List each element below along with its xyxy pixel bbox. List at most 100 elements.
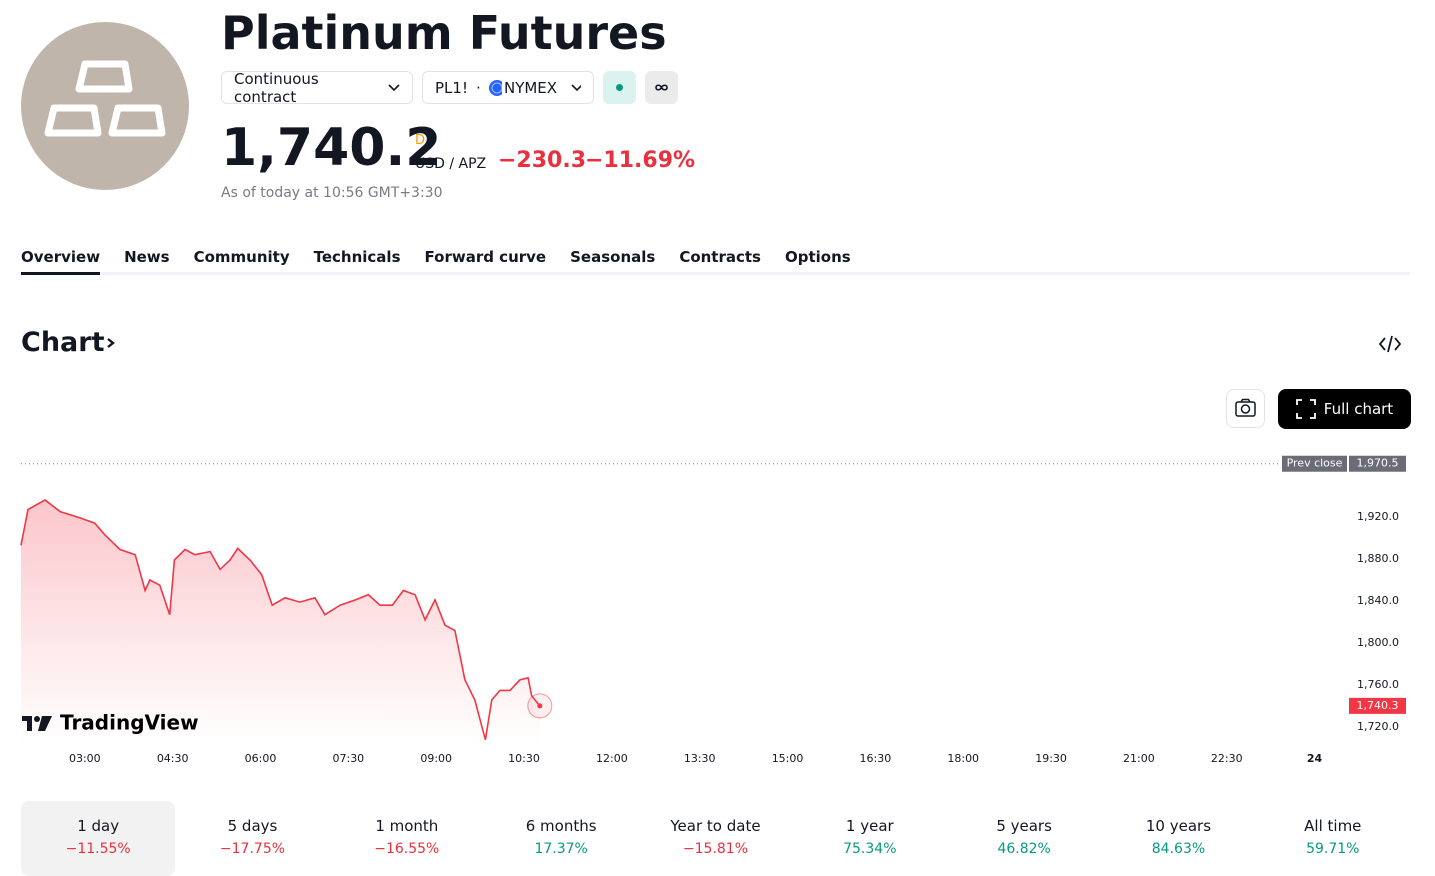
price-flag: D	[415, 133, 426, 148]
watermark: TradingView	[60, 711, 199, 735]
period: 1 month	[375, 817, 439, 835]
performance-item[interactable]: 10 years 84.63%	[1101, 801, 1255, 876]
period: Year to date	[670, 817, 761, 835]
infinity-icon	[655, 84, 668, 91]
market-status[interactable]	[603, 71, 636, 104]
period: 6 months	[525, 817, 597, 835]
tab[interactable]: Forward curve	[424, 248, 547, 266]
snapshot-button[interactable]	[1226, 389, 1265, 428]
period-change: 46.82%	[997, 841, 1051, 857]
y-tick-label: 1,920.0	[1357, 510, 1399, 523]
tab[interactable]: Technicals	[313, 248, 401, 266]
performance-item[interactable]: 1 month −16.55%	[330, 801, 484, 876]
contract-select[interactable]: Continuous contract	[221, 69, 413, 106]
period: 5 days	[227, 817, 278, 835]
symbol-select[interactable]: PL1! · NYMEX	[422, 71, 594, 104]
performance: 1 day −11.55% 5 days −17.75% 1 month −16.55% 6…	[21, 801, 1410, 876]
prev-close-label: Prev close	[1287, 457, 1343, 470]
embed-icon[interactable]	[1378, 334, 1402, 354]
period-change: 59.71%	[1306, 841, 1360, 857]
performance-item[interactable]: 6 months 17.37%	[484, 801, 638, 876]
area	[21, 500, 540, 743]
tab[interactable]: Options	[785, 248, 851, 266]
tab[interactable]: Contracts	[679, 248, 761, 266]
as-of: As of today at 10:56 GMT+3:30	[221, 185, 443, 201]
y-tick-label: 1,800.0	[1357, 636, 1399, 649]
y-tick-label: 1,840.0	[1357, 594, 1399, 607]
x-tick-label: 12:00	[596, 752, 628, 765]
logo	[21, 22, 189, 190]
x-tick-label: 24	[1307, 752, 1323, 765]
change-percent: −11.69%	[585, 148, 696, 173]
x-tick-label: 09:00	[420, 752, 452, 765]
prev-close-value-badge	[1349, 455, 1406, 472]
tabs: Overview News Community Technicals Forward c…	[21, 248, 851, 266]
tabs-rule	[21, 272, 1410, 275]
period-change: −11.55%	[65, 841, 131, 857]
full-chart-button[interactable]: Full chart	[1278, 389, 1411, 429]
x-tick-label: 21:00	[1123, 752, 1155, 765]
performance-item[interactable]: Year to date −15.81%	[638, 801, 792, 876]
tab[interactable]: Overview	[21, 248, 101, 266]
period-change: 75.34%	[843, 841, 897, 857]
change: −230.3	[498, 148, 587, 173]
period: 5 years	[996, 817, 1052, 835]
period-change: 84.63%	[1151, 841, 1206, 857]
period-change: 17.37%	[534, 841, 588, 857]
chevron	[571, 83, 581, 91]
price: 1,740.2	[221, 118, 442, 178]
chevron	[388, 83, 400, 91]
x-tick-label: 18:00	[947, 752, 979, 765]
performance-item[interactable]: 5 years 46.82%	[947, 801, 1101, 876]
period-change: −17.75%	[219, 841, 286, 857]
prev-close-badge	[1282, 455, 1347, 472]
section-title-text: Chart	[21, 327, 105, 358]
full-chart-label: Full chart	[1323, 400, 1394, 418]
y-tick-label: 1,760.0	[1357, 678, 1399, 691]
fullscreen-icon	[1295, 399, 1316, 419]
currency: USD / APZ	[415, 156, 487, 172]
y-tick-label: 1,720.0	[1357, 720, 1399, 733]
active-tab-underline	[21, 272, 101, 275]
x-tick-label: 13:30	[684, 752, 716, 765]
x-tick-label: 16:30	[860, 752, 892, 765]
period-change: −15.81%	[682, 841, 749, 857]
exchange: NYMEX	[503, 78, 558, 97]
performance-item[interactable]: 5 days −17.75%	[175, 801, 329, 876]
x-tick-label: 19:30	[1035, 752, 1067, 765]
separator: ·	[475, 78, 481, 97]
tv-logo-mark	[22, 716, 52, 731]
period: All time	[1304, 817, 1362, 835]
period: 10 years	[1145, 817, 1212, 835]
last-point	[537, 703, 543, 709]
x-tick-label: 06:00	[245, 752, 277, 765]
title: Platinum Futures	[221, 6, 667, 60]
contract: Continuous contract	[234, 69, 319, 106]
section-title[interactable]: Chart	[21, 327, 118, 358]
continuous-badge[interactable]	[645, 71, 678, 104]
symbol: PL1!	[435, 78, 468, 97]
y-tick-label: 1,880.0	[1357, 552, 1399, 565]
x-tick-label: 03:00	[69, 752, 101, 765]
last-price-label: 1,740.3	[1357, 699, 1399, 712]
exchange-icon	[488, 79, 502, 96]
performance-item[interactable]: All time 59.71%	[1256, 801, 1410, 876]
period-change: −16.55%	[374, 841, 440, 857]
x-tick-label: 10:30	[508, 752, 540, 765]
price-line	[20, 499, 541, 741]
performance-item[interactable]: 1 day −11.55%	[21, 801, 176, 876]
performance-item[interactable]: 1 year 75.34%	[793, 801, 947, 876]
x-tick-label: 15:00	[772, 752, 804, 765]
tab[interactable]: News	[124, 248, 170, 266]
x-tick-label: 04:30	[157, 752, 189, 765]
tab[interactable]: Community	[193, 248, 290, 266]
period: 1 day	[77, 817, 120, 835]
prev-close-value: 1,970.5	[1357, 457, 1399, 470]
chevron	[107, 338, 116, 348]
x-tick-label: 07:30	[332, 752, 364, 765]
x-tick-label: 22:30	[1211, 752, 1243, 765]
last-price-badge	[1349, 697, 1406, 714]
tab[interactable]: Seasonals	[570, 248, 656, 266]
